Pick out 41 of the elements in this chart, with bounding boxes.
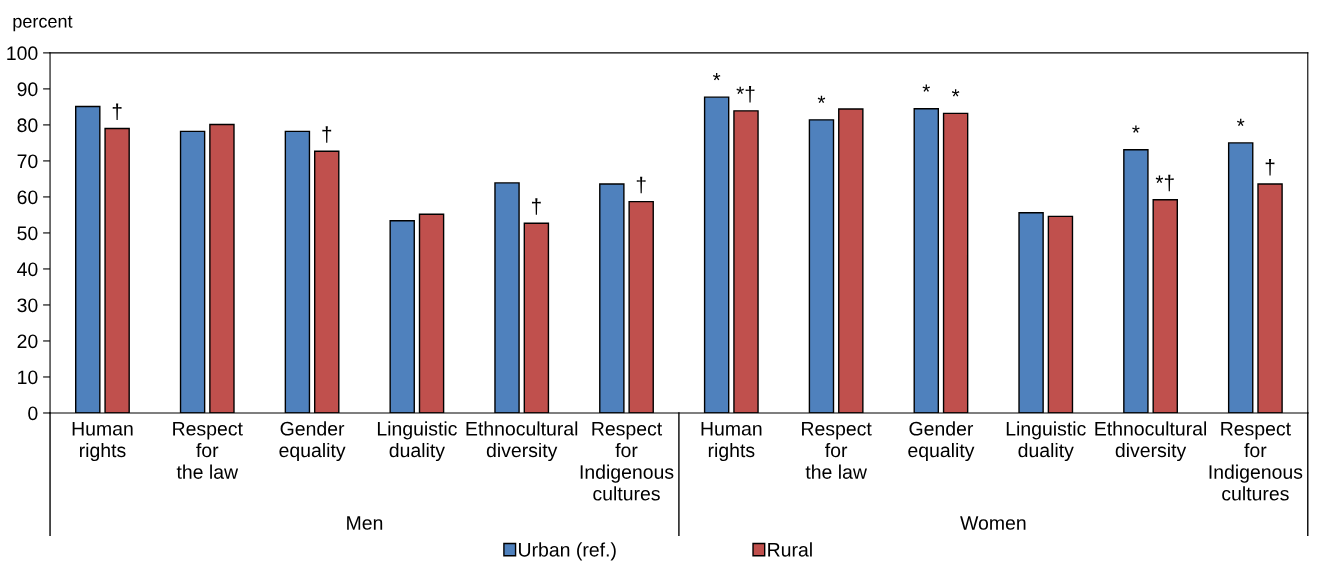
y-tick-label: 70 [17,154,38,169]
y-tick-label: 80 [17,118,38,133]
legend-label: Rural [768,542,812,557]
data-label: * [1236,118,1245,127]
data-label: * [1132,125,1140,133]
data-label: * [817,95,826,103]
data-label: † [1265,158,1275,176]
x-tick-label: Ethnocultural diversity [466,421,578,462]
x-tick-label: Linguistic duality [1006,421,1086,462]
data-label: * [951,89,960,97]
y-tick-label: 40 [17,262,38,277]
data-label: * [712,72,721,81]
data-label: † [112,103,122,121]
x-tick-label: Linguistic duality [377,421,457,462]
x-tick-label: Ethnocultural diversity [1095,421,1207,462]
x-tick-label: Human rights [72,422,133,462]
x-tick-label: Human rights [701,422,762,462]
y-tick-label: 60 [17,190,38,205]
x-tick-label: Gender equality [279,421,346,462]
y-tick-label: 100 [7,46,38,61]
data-label: † [531,198,541,215]
y-tick-label: 10 [18,370,38,385]
y-tick-label: 90 [17,82,38,97]
y-tick-label: 20 [17,334,38,349]
data-label: * [922,84,930,92]
y-axis-title: percent [13,15,73,32]
data-label: † [636,176,646,194]
x-tick-label: Respect for the law [802,422,872,479]
data-label: *† [1155,174,1174,192]
y-tick-label: 0 [28,406,38,421]
text: Men [347,516,383,530]
data-label: † [322,126,332,143]
x-tick-label: Respect for Indigenous cultures [1209,422,1303,501]
text: Women [960,516,1026,530]
y-tick-label: 50 [17,226,38,241]
x-tick-label: Respect for Indigenous cultures [580,422,674,501]
legend-label: Urban (ref.) [519,542,616,561]
x-tick-label: Gender equality [908,421,975,462]
data-label: *† [736,85,755,103]
x-tick-label: Respect for the law [173,422,243,479]
y-tick-label: 30 [17,298,38,313]
